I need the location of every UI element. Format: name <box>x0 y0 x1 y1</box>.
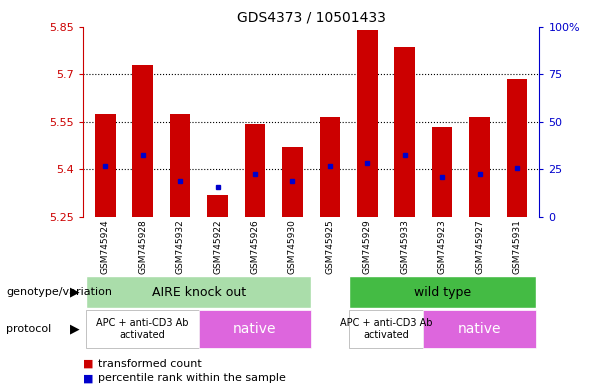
Text: GSM745928: GSM745928 <box>138 219 147 274</box>
Text: ▶: ▶ <box>70 286 80 299</box>
Text: transformed count: transformed count <box>98 359 202 369</box>
Bar <box>319 117 340 217</box>
Text: GSM745927: GSM745927 <box>475 219 484 274</box>
Text: GSM745926: GSM745926 <box>251 219 259 274</box>
Bar <box>349 310 424 348</box>
Text: wild type: wild type <box>414 286 471 299</box>
Bar <box>207 195 228 217</box>
Text: genotype/variation: genotype/variation <box>6 287 112 297</box>
Bar <box>424 310 536 348</box>
Bar <box>357 30 378 217</box>
Text: AIRE knock out: AIRE knock out <box>152 286 246 299</box>
Bar <box>282 147 303 217</box>
Bar <box>199 310 311 348</box>
Text: APC + anti-CD3 Ab
activated: APC + anti-CD3 Ab activated <box>96 318 189 340</box>
Title: GDS4373 / 10501433: GDS4373 / 10501433 <box>237 10 386 24</box>
Bar <box>394 48 415 217</box>
Bar <box>170 114 191 217</box>
Bar <box>507 79 527 217</box>
Text: GSM745929: GSM745929 <box>363 219 371 274</box>
Bar <box>86 310 199 348</box>
Bar <box>349 276 536 308</box>
Text: APC + anti-CD3 Ab
activated: APC + anti-CD3 Ab activated <box>340 318 432 340</box>
Bar <box>432 127 452 217</box>
Text: percentile rank within the sample: percentile rank within the sample <box>98 373 286 383</box>
Text: GSM745930: GSM745930 <box>288 219 297 274</box>
Bar <box>470 117 490 217</box>
Bar <box>95 114 115 217</box>
Bar <box>86 276 311 308</box>
Text: GSM745923: GSM745923 <box>438 219 447 274</box>
Bar <box>245 124 265 217</box>
Text: protocol: protocol <box>6 324 51 334</box>
Text: GSM745922: GSM745922 <box>213 219 222 274</box>
Text: GSM745924: GSM745924 <box>101 219 110 274</box>
Text: GSM745925: GSM745925 <box>326 219 334 274</box>
Text: native: native <box>233 322 276 336</box>
Text: GSM745933: GSM745933 <box>400 219 409 274</box>
Bar <box>132 65 153 217</box>
Text: GSM745932: GSM745932 <box>175 219 185 274</box>
Text: native: native <box>458 322 501 336</box>
Text: ■: ■ <box>83 359 93 369</box>
Text: ■: ■ <box>83 373 93 383</box>
Text: GSM745931: GSM745931 <box>512 219 522 274</box>
Text: ▶: ▶ <box>70 323 80 336</box>
